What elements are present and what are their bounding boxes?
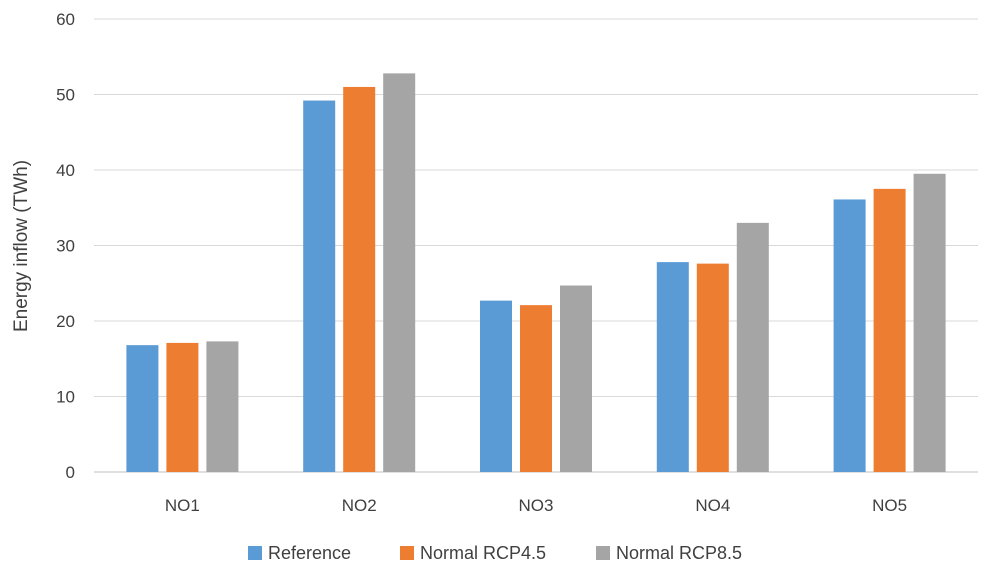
bar-no4-series-2 — [736, 222, 769, 472]
bars — [126, 73, 946, 473]
bar-no3-series-2 — [560, 285, 592, 472]
x-tick-label: NO1 — [165, 496, 200, 515]
bar-no2-series-1 — [343, 86, 376, 472]
legend: Reference Normal RCP4.5 Normal RCP8.5 — [248, 543, 742, 563]
y-axis-label: Energy inflow (TWh) — [11, 160, 32, 332]
x-tick-label: NO5 — [872, 496, 907, 515]
legend-label: Normal RCP8.5 — [616, 543, 742, 563]
bar-no1-series-0 — [126, 345, 159, 472]
x-tick-label: NO3 — [519, 496, 554, 515]
legend-label: Normal RCP4.5 — [420, 543, 546, 563]
y-tick-label: 50 — [56, 86, 75, 105]
legend-label: Reference — [268, 543, 351, 563]
bar-no3-series-1 — [520, 305, 552, 472]
x-tick-label: NO4 — [695, 496, 730, 515]
y-tick-label: 60 — [56, 10, 75, 29]
x-tick-label: NO2 — [342, 496, 377, 515]
bar-no3-series-0 — [480, 300, 512, 472]
bar-no1-series-2 — [206, 341, 239, 472]
y-tick-label: 20 — [56, 312, 75, 331]
bar-no5-series-2 — [913, 173, 946, 472]
bar-no5-series-0 — [833, 199, 866, 472]
y-axis-ticks: 0 10 20 30 40 50 60 — [56, 10, 75, 482]
y-tick-label: 40 — [56, 161, 75, 180]
y-tick-label: 0 — [66, 463, 75, 482]
x-axis-ticks: NO1 NO2 NO3 NO4 NO5 — [165, 496, 907, 515]
y-tick-label: 10 — [56, 388, 75, 407]
bar-no4-series-0 — [656, 262, 689, 472]
legend-swatch — [400, 546, 414, 560]
bar-no1-series-1 — [166, 342, 199, 472]
y-tick-label: 30 — [56, 237, 75, 256]
legend-swatch — [596, 546, 610, 560]
legend-swatch — [248, 546, 262, 560]
bar-no4-series-1 — [696, 263, 729, 472]
bar-no5-series-1 — [873, 188, 906, 472]
bar-no2-series-0 — [303, 100, 336, 472]
bar-no2-series-2 — [383, 73, 416, 473]
